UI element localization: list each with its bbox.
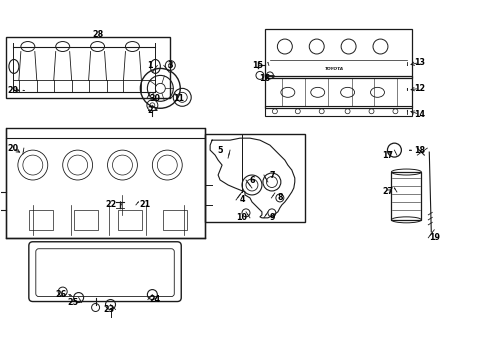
Text: 16: 16 — [259, 74, 270, 83]
Text: 9: 9 — [268, 213, 274, 222]
Text: 6: 6 — [249, 176, 254, 185]
Bar — [74, 210, 98, 230]
Text: 2: 2 — [147, 106, 153, 115]
Text: 27: 27 — [381, 188, 392, 197]
Text: 13: 13 — [413, 58, 424, 67]
Text: 28: 28 — [92, 30, 103, 39]
Bar — [29, 210, 53, 230]
Bar — [264, 28, 411, 78]
Text: 22: 22 — [105, 201, 116, 210]
Text: 30: 30 — [149, 94, 161, 103]
Bar — [163, 210, 187, 230]
Text: 1: 1 — [147, 61, 153, 70]
FancyBboxPatch shape — [29, 242, 181, 302]
Text: 29: 29 — [7, 86, 19, 95]
Text: 23: 23 — [103, 305, 114, 314]
Text: 3: 3 — [167, 61, 173, 70]
Text: 26: 26 — [55, 290, 66, 299]
Bar — [390, 172, 421, 220]
Bar — [264, 106, 411, 116]
Text: 21: 21 — [140, 201, 151, 210]
Text: 18: 18 — [413, 145, 424, 154]
Bar — [6, 37, 170, 98]
Text: 4: 4 — [239, 195, 244, 204]
Text: 15: 15 — [252, 61, 263, 70]
Bar — [6, 128, 205, 238]
Text: TOYOTA: TOYOTA — [325, 67, 344, 71]
Text: 11: 11 — [172, 94, 183, 103]
Bar — [118, 210, 142, 230]
Text: 14: 14 — [413, 110, 424, 119]
Text: 7: 7 — [268, 171, 274, 180]
Text: 24: 24 — [149, 295, 161, 304]
Text: 12: 12 — [413, 84, 424, 93]
Bar — [205, 134, 304, 222]
Text: 25: 25 — [67, 298, 78, 307]
Text: 20: 20 — [7, 144, 19, 153]
Text: 8: 8 — [277, 193, 282, 202]
Text: 17: 17 — [381, 150, 392, 159]
Bar — [264, 76, 411, 108]
Text: 19: 19 — [428, 233, 439, 242]
Text: 5: 5 — [217, 145, 223, 154]
Text: 10: 10 — [236, 213, 247, 222]
